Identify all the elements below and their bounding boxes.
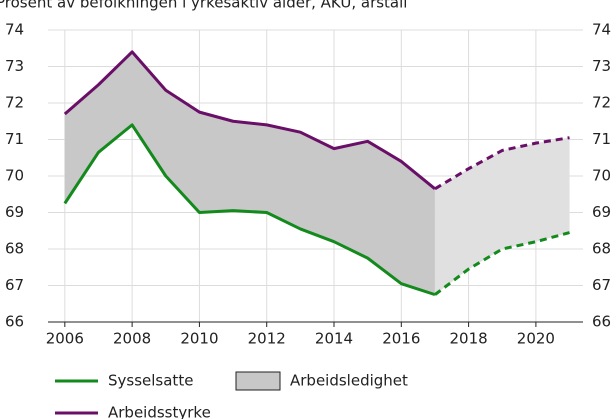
x-tick-label: 2018 [450,330,488,348]
series-line [63,123,436,297]
x-tick-label: 2012 [248,330,286,348]
series-line [63,50,436,190]
y-tick-label: 68 [5,240,24,258]
x-tick-label: 2014 [315,330,353,348]
band-area [64,51,435,295]
y2-tick-label: 67 [592,276,611,294]
y2-tick-label: 68 [592,240,611,258]
x-tick-label: 2006 [46,330,84,348]
y-tick-label: 74 [5,21,24,39]
series-line [434,231,570,296]
y2-tick-label: 66 [592,313,611,331]
y2-tick-label: 71 [592,130,611,148]
legend-label: Arbeidsledighet [290,372,408,390]
y2-tick-label: 72 [592,94,611,112]
y-tick-label: 69 [5,203,24,221]
y-tick-label: 67 [5,276,24,294]
band-area [434,137,570,295]
x-tick-label: 2008 [113,330,151,348]
x-tick-label: 2016 [382,330,420,348]
y-tick-label: 71 [5,130,24,148]
y-tick-label: 73 [5,57,24,75]
y2-tick-label: 70 [592,167,611,185]
legend-label: Sysselsatte [108,372,193,390]
series-line [434,136,570,191]
chart-subtitle: Prosent av befolkningen i yrkesaktiv ald… [0,0,407,12]
y-tick-label: 70 [5,167,24,185]
y-tick-label: 72 [5,94,24,112]
y2-tick-label: 69 [592,203,611,221]
y2-tick-label: 73 [592,57,611,75]
y2-tick-label: 74 [592,21,611,39]
legend-swatch [235,371,281,391]
x-tick-label: 2010 [180,330,218,348]
y-tick-label: 66 [5,313,24,331]
x-tick-label: 2020 [517,330,555,348]
legend-label: Arbeidsstyrke [108,404,211,419]
